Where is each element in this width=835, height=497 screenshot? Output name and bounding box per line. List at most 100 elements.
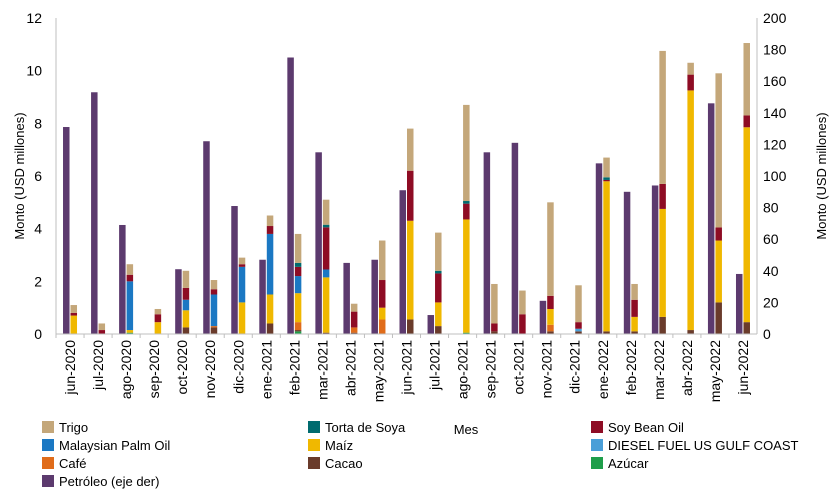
x-tick-label-mar-2022: mar-2022 xyxy=(651,340,667,400)
bar-malaysian-palm-oil-nov-2020 xyxy=(210,294,218,327)
bar-maiz-sep-2020 xyxy=(154,322,162,334)
x-tick-label-jul-2020: jul-2020 xyxy=(90,340,106,391)
bar-cacao-ene-2022 xyxy=(603,331,610,334)
left-tick-label: 4 xyxy=(34,221,42,237)
bar-petroleo-eje-der-mar-2022 xyxy=(651,185,659,334)
bar-cacao-nov-2020 xyxy=(210,327,218,334)
bar-petroleo-eje-der-jul-2021 xyxy=(427,315,435,334)
bar-cacao-mar-2022 xyxy=(659,316,666,334)
bar-trigo-dic-2020 xyxy=(238,257,246,265)
legend-label-cacao: Cacao xyxy=(325,456,363,471)
x-tick-label-nov-2021: nov-2021 xyxy=(539,340,555,399)
legend-label-soy-bean-oil: Soy Bean Oil xyxy=(608,420,684,435)
bar-soy-bean-oil-feb-2021 xyxy=(294,266,302,277)
x-tick-label-ago-2021: ago-2021 xyxy=(455,340,471,399)
bar-trigo-ago-2021 xyxy=(463,104,470,202)
x-tick-label-feb-2021: feb-2021 xyxy=(286,340,302,395)
bar-cacao-jul-2021 xyxy=(435,326,442,334)
left-tick-label: 0 xyxy=(34,326,42,342)
bar-soy-bean-oil-jul-2020 xyxy=(98,330,106,334)
bar-malaysian-palm-oil-ene-2021 xyxy=(266,233,274,295)
bar-malaysian-palm-oil-ago-2020 xyxy=(126,281,134,331)
legend-label-azucar: Azúcar xyxy=(608,456,649,471)
bar-torta-de-soya-ene-2022 xyxy=(603,177,610,180)
bar-trigo-sep-2020 xyxy=(154,308,162,315)
legend-label-trigo: Trigo xyxy=(59,420,88,435)
left-tick-label: 10 xyxy=(26,63,42,79)
bar-cacao-abr-2021 xyxy=(350,332,358,334)
bar-trigo-mar-2022 xyxy=(659,50,666,184)
bar-trigo-may-2021 xyxy=(378,240,386,281)
bar-cacao-feb-2021 xyxy=(294,330,302,332)
x-tick-label-sep-2021: sep-2021 xyxy=(483,340,499,399)
bar-soy-bean-oil-may-2021 xyxy=(378,280,386,308)
bar-petroleo-eje-der-abr-2021 xyxy=(343,262,350,334)
x-tick-label-jun-2021: jun-2021 xyxy=(399,340,415,396)
bar-cacao-ene-2021 xyxy=(266,323,274,334)
bar-petroleo-eje-der-may-2022 xyxy=(707,103,715,334)
bar-trigo-feb-2022 xyxy=(631,283,638,300)
legend-swatch-malaysian-palm-oil xyxy=(42,439,54,451)
left-tick-label: 6 xyxy=(34,168,42,184)
x-tick-label-ago-2020: ago-2020 xyxy=(118,340,134,399)
legend-swatch-trigo xyxy=(42,421,54,433)
bar-petroleo-eje-der-jun-2021 xyxy=(399,190,406,334)
x-tick-label-ene-2021: ene-2021 xyxy=(258,340,274,399)
x-tick-label-sep-2020: sep-2020 xyxy=(146,340,162,399)
bar-petroleo-eje-der-ene-2022 xyxy=(595,163,603,334)
bar-soy-bean-oil-nov-2021 xyxy=(547,295,554,309)
bar-soy-bean-oil-abr-2022 xyxy=(687,74,694,91)
bar-cacao-nov-2021 xyxy=(547,331,554,334)
bar-trigo-dic-2021 xyxy=(575,285,582,323)
right-tick-label: 160 xyxy=(763,73,787,89)
bar-cacao-jun-2021 xyxy=(407,319,414,334)
x-tick-label-dic-2021: dic-2021 xyxy=(567,340,583,394)
bar-maiz-ene-2022 xyxy=(603,181,610,332)
bar-soy-bean-oil-sep-2021 xyxy=(491,323,498,332)
bar-maiz-mar-2021 xyxy=(322,277,330,333)
x-tick-label-abr-2021: abr-2021 xyxy=(342,340,358,396)
bar-trigo-oct-2021 xyxy=(519,290,526,315)
bar-maiz-abr-2022 xyxy=(687,90,694,331)
bar-petroleo-eje-der-nov-2020 xyxy=(203,141,210,334)
axes-layer: 024681012020406080100120140160180200jun-… xyxy=(12,10,829,437)
bar-cacao-dic-2021 xyxy=(575,331,582,334)
bar-soy-bean-oil-ene-2021 xyxy=(266,226,274,234)
bar-trigo-oct-2020 xyxy=(182,270,190,288)
bar-soy-bean-oil-oct-2020 xyxy=(182,287,190,300)
legend-label-maiz: Maíz xyxy=(325,438,353,453)
bar-soy-bean-oil-jun-2020 xyxy=(70,312,78,316)
x-axis-title: Mes xyxy=(454,422,479,437)
bar-petroleo-eje-der-oct-2021 xyxy=(511,142,519,334)
x-tick-label-may-2022: may-2022 xyxy=(707,340,723,402)
bar-maiz-jun-2020 xyxy=(70,315,78,334)
bar-cacao-mar-2021 xyxy=(322,332,330,334)
bar-trigo-sep-2021 xyxy=(491,283,498,324)
bar-maiz-feb-2022 xyxy=(631,316,638,332)
bar-azucar-feb-2021 xyxy=(294,331,302,334)
bar-malaysian-palm-oil-oct-2020 xyxy=(182,299,190,311)
bar-trigo-jun-2022 xyxy=(743,43,750,116)
bar-trigo-jun-2021 xyxy=(407,128,414,171)
bar-soy-bean-oil-mar-2021 xyxy=(322,227,330,270)
x-tick-label-may-2021: may-2021 xyxy=(370,340,386,402)
x-tick-label-oct-2020: oct-2020 xyxy=(174,340,190,395)
legend-swatch-petroleo-eje-der xyxy=(42,475,54,487)
bar-maiz-dic-2020 xyxy=(238,302,246,334)
bar-soy-bean-oil-ago-2021 xyxy=(463,203,470,220)
bar-malaysian-palm-oil-mar-2021 xyxy=(322,269,330,278)
bar-maiz-nov-2021 xyxy=(547,308,554,325)
bar-soy-bean-oil-ago-2020 xyxy=(126,274,134,282)
legend: Trigo Torta de Soya Soy Bean Oil Malaysian … xyxy=(42,420,799,489)
legend-swatch-azucar xyxy=(591,457,603,469)
right-tick-label: 100 xyxy=(763,168,787,184)
bar-azucar-ago-2020 xyxy=(126,332,134,334)
right-tick-label: 0 xyxy=(763,326,771,342)
bar-soy-bean-oil-oct-2021 xyxy=(519,314,526,334)
bar-cafe-abr-2021 xyxy=(350,327,358,333)
x-tick-label-jun-2020: jun-2020 xyxy=(62,340,78,396)
bar-petroleo-eje-der-sep-2021 xyxy=(483,152,491,334)
bar-soy-bean-oil-dic-2021 xyxy=(575,322,582,329)
bar-petroleo-eje-der-nov-2021 xyxy=(539,300,547,334)
bar-petroleo-eje-der-mar-2021 xyxy=(315,152,322,334)
